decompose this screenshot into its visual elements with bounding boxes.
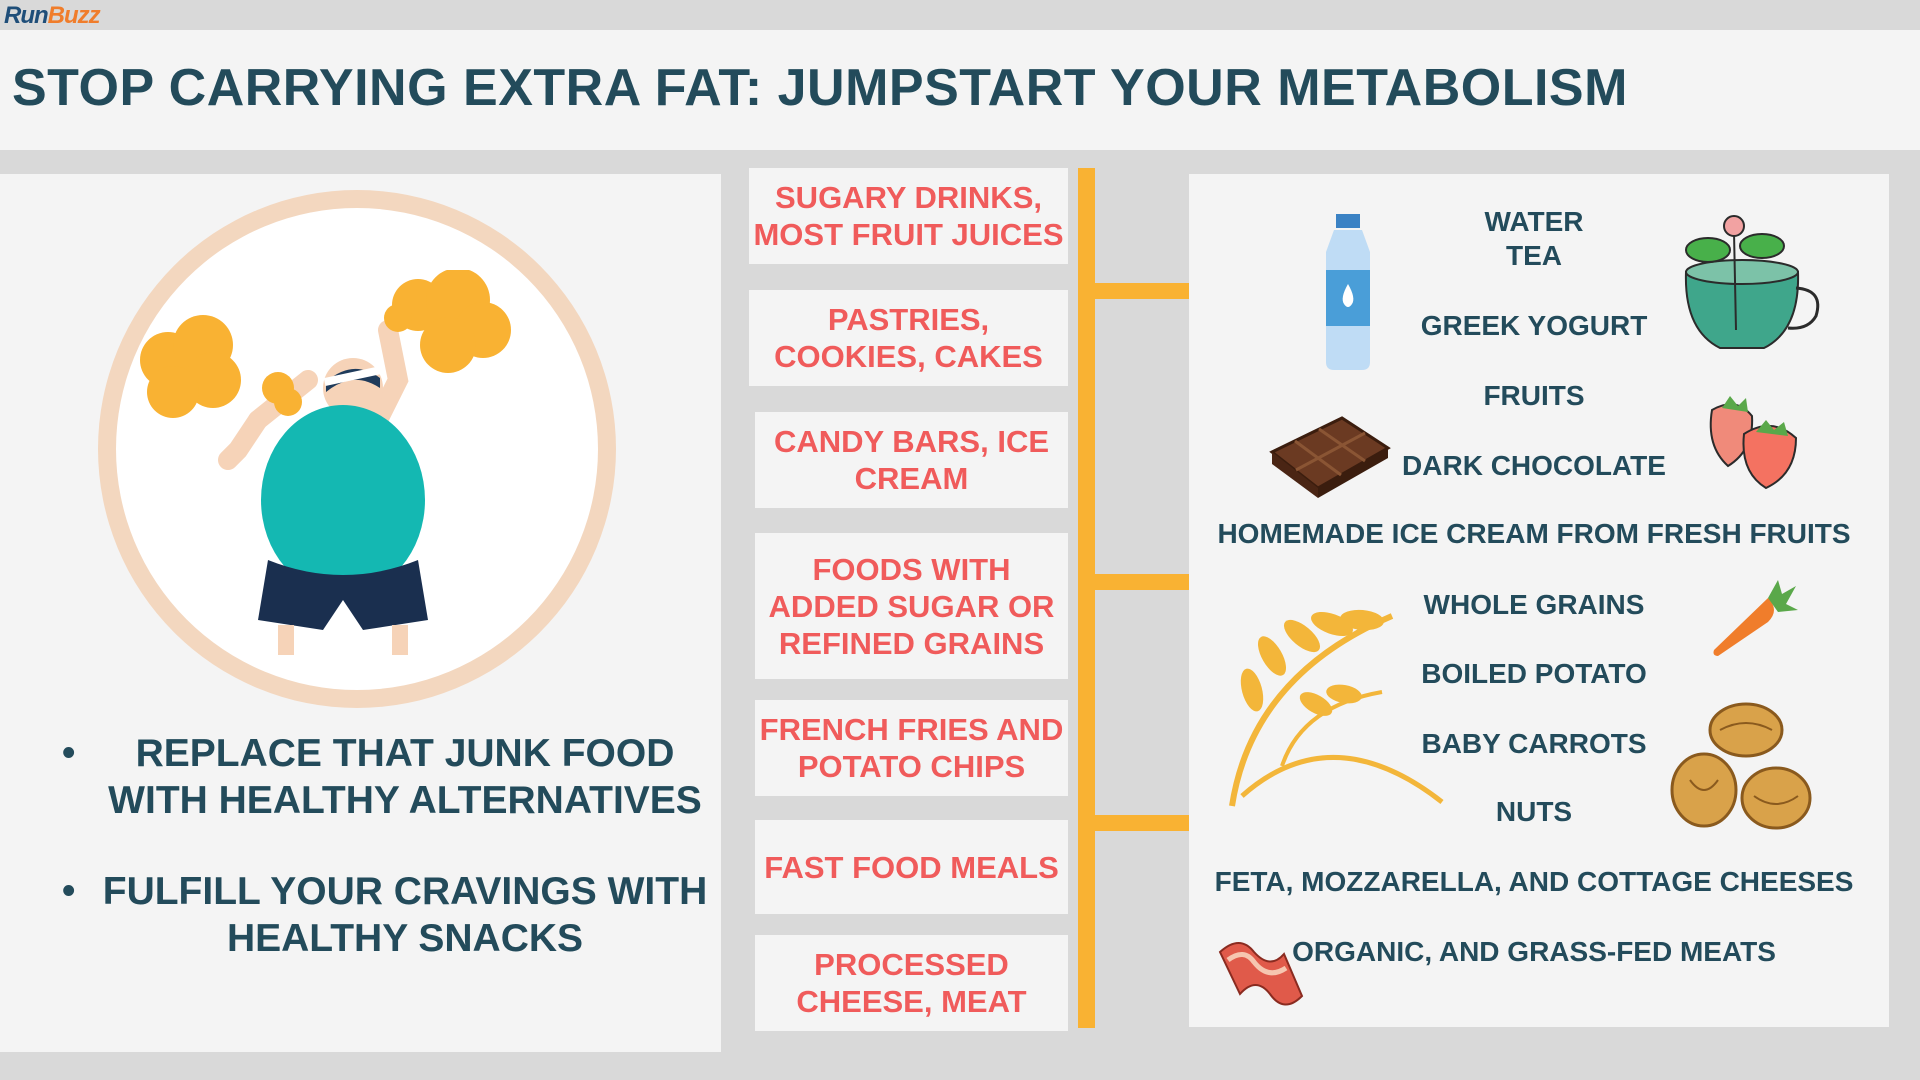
title-band: [0, 30, 1920, 150]
bullet-dot-icon: •: [62, 732, 76, 774]
bullet-item: • REPLACE THAT JUNK FOOD WITH HEALTHY AL…: [50, 730, 710, 824]
wheat-icon: [1229, 609, 1444, 807]
healthy-food-item: WHOLE GRAINS: [1423, 589, 1645, 620]
junk-food-item: FAST FOOD MEALS: [755, 820, 1068, 914]
junk-food-item: FOODS WITH ADDED SUGAR OR REFINED GRAINS: [755, 533, 1068, 679]
healthy-food-item: HOMEMADE ICE CREAM FROM FRESH FRUITS: [1217, 518, 1851, 549]
junk-food-item: FRENCH FRIES AND POTATO CHIPS: [755, 700, 1068, 796]
bullet-dot-icon: •: [62, 870, 76, 912]
bullet-item: • FULFILL YOUR CRAVINGS WITH HEALTHY SNA…: [50, 868, 710, 962]
junk-food-item: PASTRIES, COOKIES, CAKES: [749, 290, 1068, 386]
healthy-food-item: FRUITS: [1483, 380, 1585, 411]
junk-food-item: CANDY BARS, ICE CREAM: [755, 412, 1068, 508]
bacon-icon: [1218, 942, 1304, 1006]
runbuzz-logo: RunBuzz: [4, 2, 101, 30]
healthy-food-item: GREEK YOGURT: [1420, 310, 1648, 341]
healthy-food-item: BOILED POTATO: [1421, 658, 1647, 689]
bullet-text: REPLACE THAT JUNK FOOD WITH HEALTHY ALTE…: [108, 732, 702, 822]
junk-food-item: SUGARY DRINKS, MOST FRUIT JUICES: [749, 168, 1068, 264]
bullet-text: FULFILL YOUR CRAVINGS WITH HEALTHY SNACK…: [102, 870, 708, 960]
healthy-food-item: BABY CARROTS: [1421, 728, 1647, 759]
strawberries-icon: [1709, 396, 1798, 490]
healthy-food-item: DARK CHOCOLATE: [1402, 450, 1666, 481]
connector-bar: [1078, 168, 1095, 1028]
logo-part-run: Run: [4, 2, 49, 29]
healthy-food-item: TEA: [1506, 240, 1562, 271]
chocolate-bar-icon: [1269, 416, 1391, 498]
carrot-icon: [1713, 580, 1798, 656]
healthy-food-item: FETA, MOZZARELLA, AND COTTAGE CHEESES: [1214, 866, 1854, 897]
page-title: STOP CARRYING EXTRA FAT: JUMPSTART YOUR …: [12, 59, 1628, 117]
walnuts-icon: [1670, 702, 1812, 830]
tea-cup-icon: [1684, 215, 1820, 349]
healthy-food-item: ORGANIC, AND GRASS-FED MEATS: [1292, 936, 1776, 967]
healthy-food-item: NUTS: [1495, 796, 1573, 827]
logo-part-buzz: Buzz: [47, 2, 101, 29]
water-bottle-icon: [1326, 214, 1370, 370]
healthy-food-item: WATER: [1484, 206, 1584, 237]
junk-food-item: PROCESSED CHEESE, MEAT: [755, 935, 1068, 1031]
weightlifter-illustration: [140, 270, 511, 655]
bullet-list: • REPLACE THAT JUNK FOOD WITH HEALTHY AL…: [50, 730, 710, 962]
